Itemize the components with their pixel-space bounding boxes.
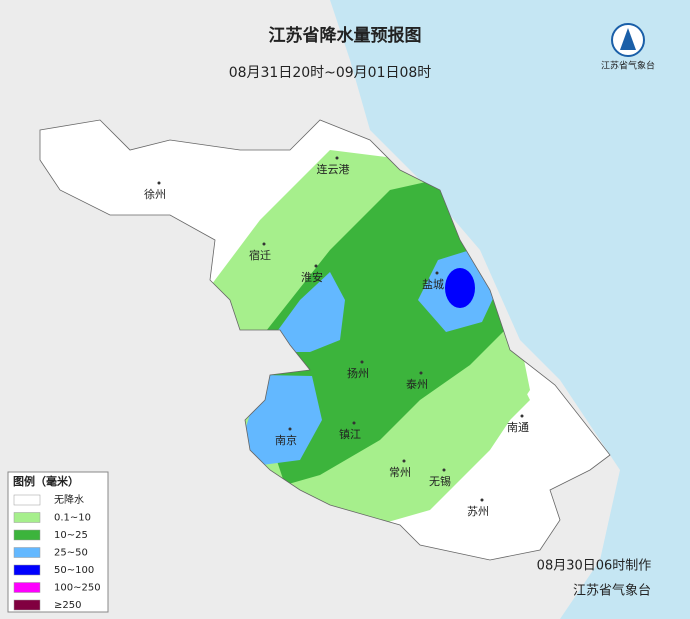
legend-label: 25~50 <box>54 548 88 559</box>
subtitle: 08月31日20时~09月01日08时 <box>229 65 432 81</box>
city-dot <box>520 414 524 418</box>
legend-swatch <box>13 547 41 558</box>
legend-swatch <box>13 529 41 541</box>
legend-label: 100~250 <box>54 583 101 594</box>
city-label: 徐州 <box>144 187 166 201</box>
city-dot <box>314 264 318 268</box>
legend-label: 10~25 <box>54 530 88 541</box>
city-label: 常州 <box>389 466 411 479</box>
city-dot <box>335 156 339 160</box>
city-label: 宿迁 <box>249 248 271 262</box>
city-dot <box>360 360 364 364</box>
city-label: 无锡 <box>429 474 451 488</box>
logo-icon <box>620 28 636 50</box>
legend-swatch <box>13 494 41 506</box>
rainstorm <box>445 268 475 308</box>
light-rain <box>330 360 530 510</box>
city-label: 南通 <box>507 421 529 434</box>
city-dot <box>157 181 161 185</box>
legend-swatch <box>13 599 41 611</box>
city-dot <box>352 421 356 425</box>
city-dot <box>419 371 423 375</box>
city-dot <box>442 468 446 472</box>
legend-title: 图例（毫米） <box>13 474 79 488</box>
city-dot <box>288 427 292 431</box>
logo-text: 江苏省气象台 <box>601 60 655 72</box>
city-dot <box>435 271 439 275</box>
city-label: 苏州 <box>467 505 489 518</box>
city-label: 扬州 <box>347 366 369 380</box>
city-label: 南京 <box>275 433 297 447</box>
legend-label: 50~100 <box>54 565 94 576</box>
city-dot <box>402 459 406 463</box>
legend-label: 无降水 <box>54 493 84 506</box>
legend-swatch <box>13 582 41 593</box>
legend-label: ≥250 <box>54 600 81 611</box>
city-label: 盐城 <box>422 278 444 291</box>
legend: 图例（毫米） 无降水 0.1~10 10~25 25~50 50~100 100~250 ≥… <box>7 471 109 613</box>
sea <box>330 0 690 619</box>
heavy-rain <box>262 272 345 352</box>
city-dot <box>262 242 266 246</box>
made-time: 08月30日06时制作 <box>537 559 652 574</box>
city-label: 镇江 <box>339 427 361 441</box>
city-label: 淮安 <box>301 270 323 284</box>
agency: 江苏省气象台 <box>573 583 651 599</box>
city-dot <box>480 498 484 502</box>
city-label: 连云港 <box>317 163 350 176</box>
rain-areas <box>40 120 610 560</box>
city-label: 泰州 <box>406 377 428 391</box>
legend-swatch <box>13 564 41 576</box>
legend-swatch <box>13 512 41 523</box>
legend-label: 0.1~10 <box>54 513 91 524</box>
title: 江苏省降水量预报图 <box>269 25 422 46</box>
